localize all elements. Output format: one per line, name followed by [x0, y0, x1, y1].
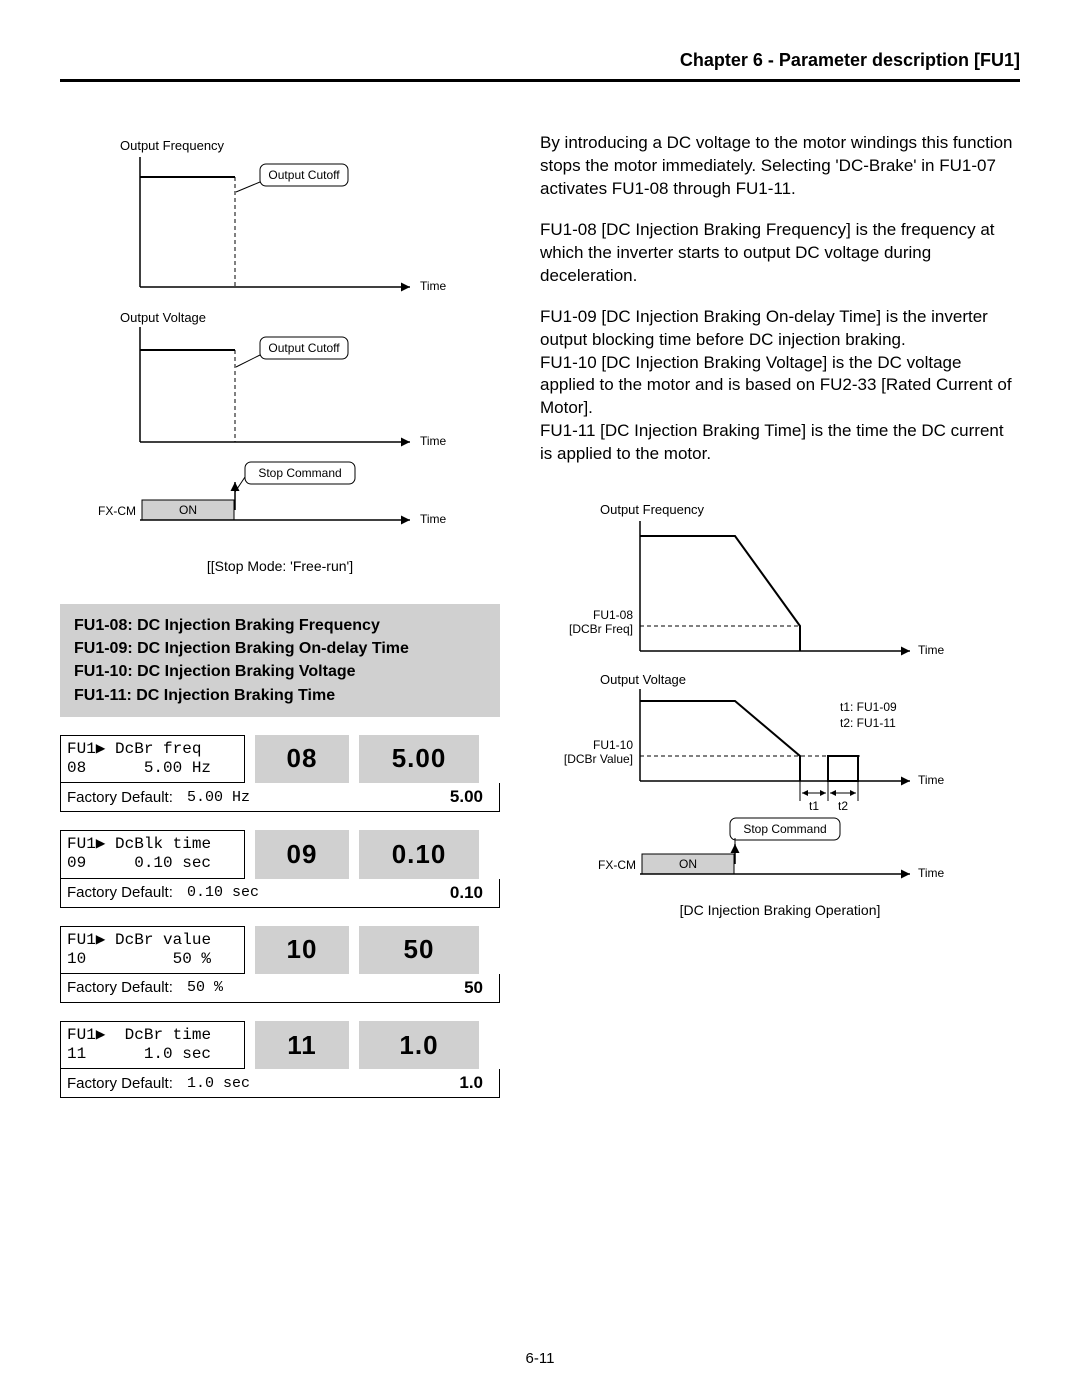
dcbrake-svg: Output Frequency FU1-08 [DCBr Freq] Time… [540, 496, 980, 896]
d1-output-frequency-label: Output Frequency [120, 138, 225, 153]
page-number: 6-11 [0, 1350, 1080, 1367]
paragraph: FU1-11 [DC Injection Braking Time] is th… [540, 420, 1020, 466]
seg-display-value: 5.00 [359, 735, 479, 783]
d1-stop-command: Stop Command [258, 466, 341, 480]
factory-default-value: 50 % [187, 979, 317, 996]
d1-time-3: Time [420, 512, 447, 526]
d2-t2-legend: t2: FU1-11 [840, 716, 896, 730]
factory-default-label: Factory Default: [67, 979, 187, 996]
d2-t1: t1 [809, 799, 819, 813]
seg-display-index: 10 [255, 926, 349, 974]
d2-stop-command: Stop Command [743, 822, 826, 836]
d2-output-frequency-label: Output Frequency [600, 502, 705, 517]
factory-default-value: 0.10 sec [187, 884, 317, 901]
seg-display-value: 1.0 [359, 1021, 479, 1069]
body-text: By introducing a DC voltage to the motor… [540, 132, 1020, 466]
d2-caption: [DC Injection Braking Operation] [540, 902, 1020, 918]
param-header-l4: FU1-11: DC Injection Braking Time [74, 684, 486, 707]
d2-t2: t2 [838, 799, 848, 813]
chapter-header: Chapter 6 - Parameter description [FU1] [60, 50, 1020, 82]
factory-default-bold: 5.00 [317, 787, 493, 807]
d1-on: ON [179, 503, 197, 517]
d2-fu108-l2: [DCBr Freq] [569, 622, 633, 636]
d1-output-voltage-label: Output Voltage [120, 310, 206, 325]
d2-time-3: Time [918, 866, 945, 880]
param-header-l1: FU1-08: DC Injection Braking Frequency [74, 614, 486, 637]
paragraph: By introducing a DC voltage to the motor… [540, 132, 1020, 201]
seg-display-index: 08 [255, 735, 349, 783]
left-column: Output Frequency Output Cutoff Time Outp… [60, 132, 500, 1098]
param-block-09: FU1▶ DcBlk time 09 0.10 sec 09 0.10 Fact… [60, 830, 500, 907]
d2-t1-legend: t1: FU1-09 [840, 700, 897, 714]
param-header-l2: FU1-09: DC Injection Braking On-delay Ti… [74, 637, 486, 660]
d2-fu108-l1: FU1-08 [593, 608, 633, 622]
lcd-display: FU1▶ DcBr time 11 1.0 sec [60, 1021, 245, 1069]
factory-default-label: Factory Default: [67, 884, 187, 901]
factory-default-bold: 50 [317, 978, 493, 998]
two-column-layout: Output Frequency Output Cutoff Time Outp… [60, 132, 1020, 1098]
d2-fu110-l2: [DCBr Value] [564, 752, 633, 766]
paragraph: FU1-10 [DC Injection Braking Voltage] is… [540, 352, 1020, 421]
d1-output-cutoff-mid: Output Cutoff [268, 341, 340, 355]
param-block-08: FU1▶ DcBr freq 08 5.00 Hz 08 5.00 Factor… [60, 735, 500, 812]
factory-default-value: 1.0 sec [187, 1075, 317, 1092]
free-run-svg: Output Frequency Output Cutoff Time Outp… [60, 132, 480, 552]
paragraph: FU1-08 [DC Injection Braking Frequency] … [540, 219, 1020, 288]
factory-default-value: 5.00 Hz [187, 789, 317, 806]
seg-display-index: 11 [255, 1021, 349, 1069]
d1-caption: [[Stop Mode: 'Free-run'] [60, 558, 500, 574]
param-block-10: FU1▶ DcBr value 10 50 % 10 50 Factory De… [60, 926, 500, 1003]
lcd-display: FU1▶ DcBr freq 08 5.00 Hz [60, 735, 245, 783]
seg-display-value: 50 [359, 926, 479, 974]
factory-default-bold: 0.10 [317, 883, 493, 903]
d2-fxcm: FX-CM [598, 858, 636, 872]
d2-fu110-l1: FU1-10 [593, 738, 633, 752]
d2-time-1: Time [918, 643, 945, 657]
d2-on: ON [679, 857, 697, 871]
seg-display-index: 09 [255, 830, 349, 878]
diagram-dcbrake: Output Frequency FU1-08 [DCBr Freq] Time… [540, 496, 1020, 918]
d1-output-cutoff-top: Output Cutoff [268, 168, 340, 182]
param-header-l3: FU1-10: DC Injection Braking Voltage [74, 660, 486, 683]
right-column: By introducing a DC voltage to the motor… [540, 132, 1020, 1098]
d1-time-1: Time [420, 279, 447, 293]
paragraph: FU1-09 [DC Injection Braking On-delay Ti… [540, 306, 1020, 352]
param-block-11: FU1▶ DcBr time 11 1.0 sec 11 1.0 Factory… [60, 1021, 500, 1098]
d2-output-voltage-label: Output Voltage [600, 672, 686, 687]
diagram-free-run: Output Frequency Output Cutoff Time Outp… [60, 132, 500, 574]
d2-time-2: Time [918, 773, 945, 787]
page: Chapter 6 - Parameter description [FU1] … [0, 0, 1080, 1397]
param-header-box: FU1-08: DC Injection Braking Frequency F… [60, 604, 500, 717]
d1-fxcm: FX-CM [98, 504, 136, 518]
lcd-display: FU1▶ DcBlk time 09 0.10 sec [60, 830, 245, 878]
factory-default-label: Factory Default: [67, 1075, 187, 1092]
factory-default-label: Factory Default: [67, 789, 187, 806]
seg-display-value: 0.10 [359, 830, 479, 878]
factory-default-bold: 1.0 [317, 1073, 493, 1093]
d1-time-2: Time [420, 434, 447, 448]
lcd-display: FU1▶ DcBr value 10 50 % [60, 926, 245, 974]
